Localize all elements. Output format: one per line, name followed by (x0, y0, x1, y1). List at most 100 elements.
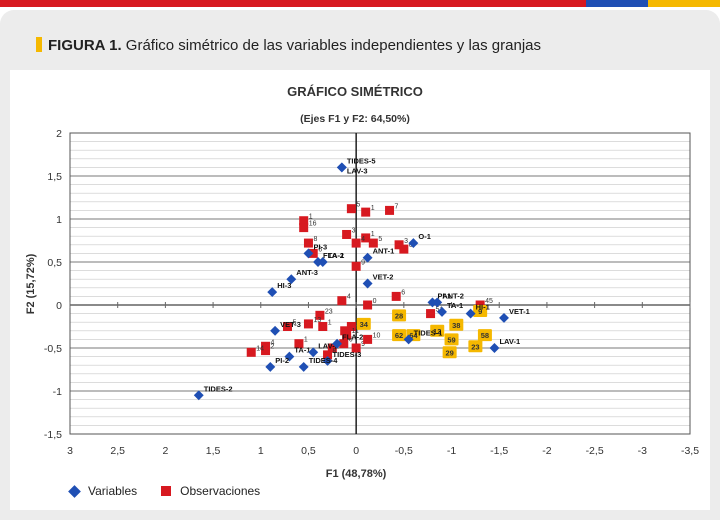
variable-label: VET-3 (280, 320, 301, 329)
highlighted-observation-label: 64 (409, 331, 418, 340)
observation-label: 3 (404, 238, 408, 245)
variable-point (303, 248, 314, 259)
observation-label: 9 (361, 259, 365, 266)
observation-point (363, 334, 373, 344)
observation-point (299, 216, 309, 226)
caption-accent-bar (36, 37, 42, 52)
variable-point (284, 351, 295, 362)
observation-point (351, 238, 361, 248)
observation-point (261, 346, 271, 356)
top-color-bar (0, 0, 720, 7)
variable-point (193, 390, 204, 401)
observation-label: 8 (313, 236, 317, 243)
x-tick-label: 2,5 (110, 445, 125, 457)
x-tick-label: 0,5 (301, 445, 316, 457)
observation-point (327, 343, 337, 353)
observation-point (475, 300, 485, 310)
observation-label: 1 (371, 231, 375, 238)
variable-label: TIDES-4 (309, 356, 339, 365)
observation-point (342, 330, 352, 340)
observation-label: 1 (309, 214, 313, 221)
observation-point (361, 207, 371, 217)
x-tick-label: 1,5 (206, 445, 221, 457)
variable-point (362, 252, 373, 263)
legend-item-variables: Variables (68, 484, 137, 498)
variable-label: PI-1 (437, 291, 451, 300)
observation-point (385, 205, 395, 215)
observation-label: 3 (352, 227, 356, 234)
highlighted-observation-point (473, 305, 488, 318)
observation-point (315, 310, 325, 320)
highlighted-observation-label: 29 (445, 348, 453, 357)
highlighted-observation-label: 38 (452, 321, 460, 330)
highlighted-observation-label: 34 (360, 320, 369, 329)
observation-label: 6 (349, 337, 353, 344)
figure-caption-text: Gráfico simétrico de las variables indep… (121, 37, 542, 54)
variable-point (322, 355, 333, 366)
x-tick-label: -0,5 (395, 445, 413, 457)
observation-point (394, 240, 404, 250)
highlighted-observation-point (392, 309, 407, 322)
variable-label: TIDES-3 (333, 350, 362, 359)
chart-panel (10, 70, 710, 510)
observation-label: 1 (371, 205, 375, 212)
observation-label: 13 (313, 317, 321, 324)
y-tick-label: 1,5 (47, 171, 62, 183)
figure-caption: FIGURA 1. Gráfico simétrico de las varia… (36, 37, 541, 54)
x-tick-label: 2 (162, 445, 168, 457)
variable-point (265, 361, 276, 372)
observation-label: 5 (378, 236, 382, 243)
variable-label: TIDES-5 (347, 156, 376, 165)
observation-label: 4 (271, 339, 275, 346)
observation-label: 14 (256, 345, 264, 352)
variable-point (362, 278, 373, 289)
x-tick-label: -2 (542, 445, 551, 457)
variable-label: LAV-2 (318, 341, 339, 350)
variable-label: VET-1 (509, 307, 530, 316)
observation-label: 6 (318, 246, 322, 253)
variable-point (270, 325, 281, 336)
variable-point (489, 343, 500, 353)
x-tick-label: 1 (258, 445, 264, 457)
highlighted-observation-point (468, 340, 483, 353)
observation-label: 7 (395, 203, 399, 210)
variable-point (437, 306, 447, 317)
variable-label: HI-1 (476, 303, 490, 312)
highlighted-observation-label: 28 (395, 311, 403, 320)
highlighted-observation-label: 12 (433, 327, 441, 336)
observation-point (426, 309, 436, 319)
top-bar-yellow (648, 0, 720, 7)
observation-point (282, 322, 292, 331)
observation-point (361, 233, 371, 243)
variable-label: PI-2 (275, 356, 289, 365)
variable-label: FLA-2 (342, 333, 363, 342)
observation-point (346, 322, 356, 331)
variable-point (286, 274, 297, 285)
variable-point (317, 257, 328, 267)
chart-subtitle: (Ejes F1 y F2: 64,50%) (300, 113, 410, 125)
x-axis-title: F1 (48,78%) (326, 468, 387, 480)
x-tick-label: -1,5 (490, 445, 508, 457)
variable-point (499, 312, 509, 323)
variable-point (267, 287, 278, 298)
observation-point (368, 238, 378, 248)
variable-point (308, 347, 319, 358)
variable-point (336, 162, 347, 173)
observation-point (363, 300, 373, 310)
legend-label-observations: Observaciones (180, 484, 261, 498)
y-tick-label: -0,5 (44, 343, 62, 355)
variable-label: TIDES-2 (204, 384, 233, 393)
highlighted-observation-point (449, 318, 464, 331)
observation-point (339, 339, 349, 349)
y-tick-label: 1 (56, 214, 62, 226)
observation-label: 1 (304, 337, 308, 344)
y-tick-label: 2 (56, 128, 62, 140)
highlighted-observation-label: 9 (478, 307, 482, 316)
variable-label: FLA-1 (323, 251, 344, 260)
highlighted-observation-label: 59 (447, 335, 455, 344)
variable-label: HI-3 (277, 281, 291, 290)
legend-item-observations: Observaciones (161, 484, 260, 498)
highlighted-observation-point (356, 317, 371, 330)
variable-point (465, 308, 476, 319)
